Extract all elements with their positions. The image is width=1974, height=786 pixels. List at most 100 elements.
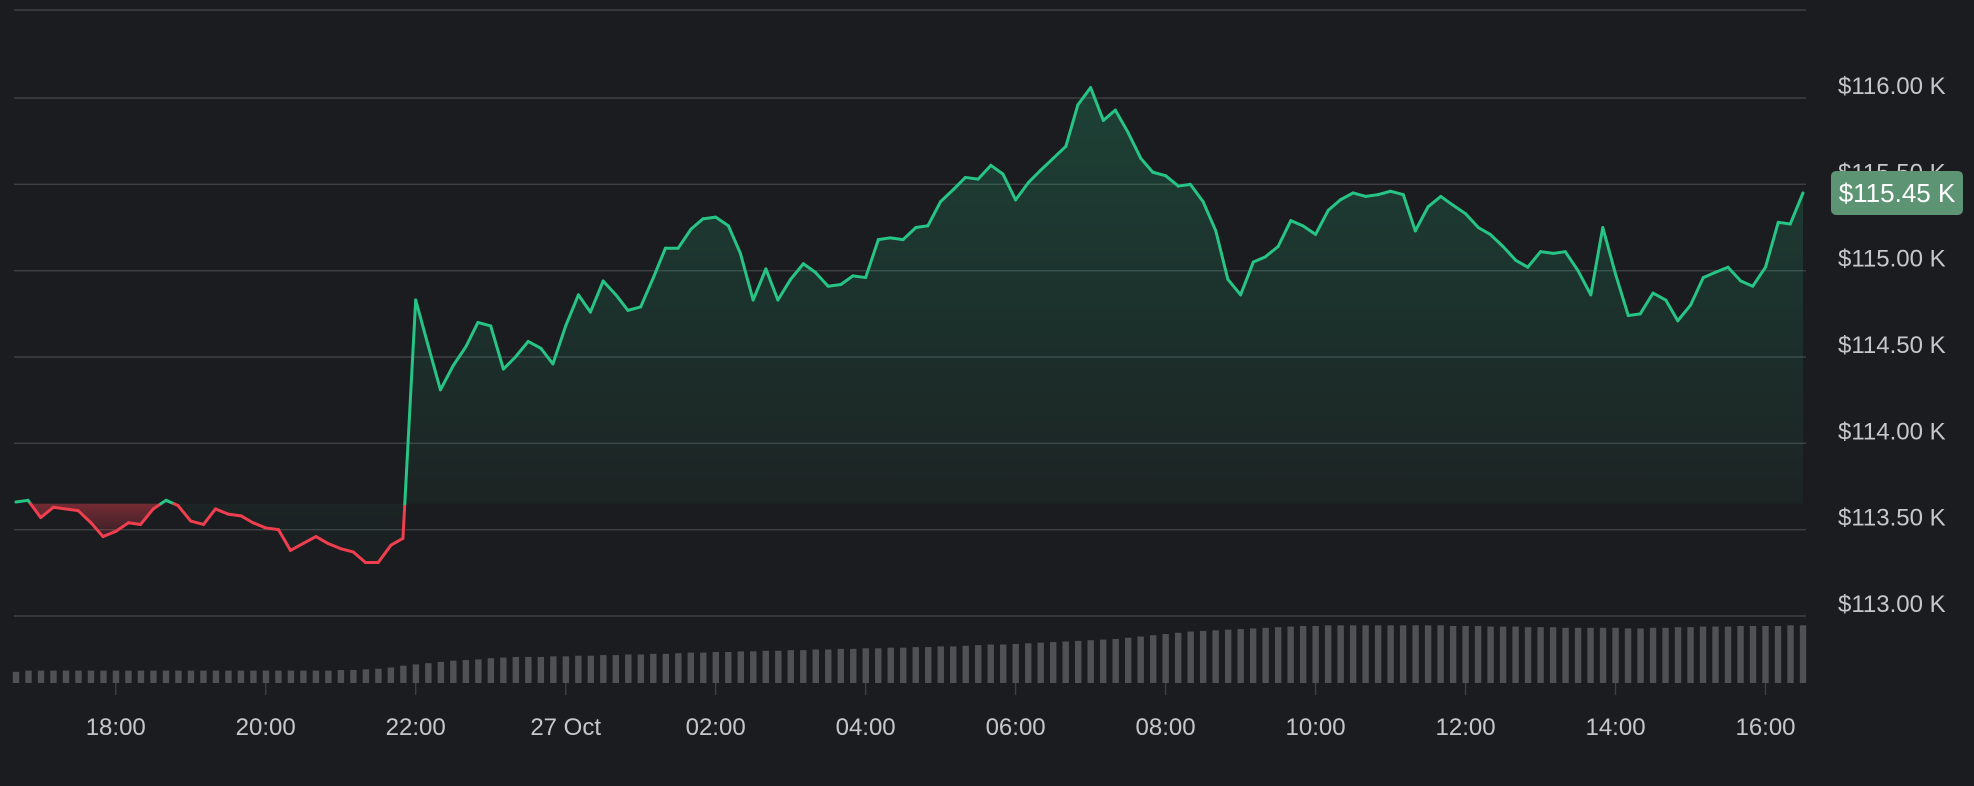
price-line-segment (901, 226, 918, 242)
volume-bar (1199, 630, 1207, 683)
price-line-segment (39, 505, 55, 520)
price-line-segment (1589, 226, 1605, 297)
volume-bar (675, 653, 682, 683)
volume-bar (1087, 640, 1094, 683)
x-tick-label: 06:00 (986, 714, 1046, 741)
x-tick-label: 16:00 (1735, 714, 1795, 741)
volume-bar (1224, 629, 1232, 683)
price-line-segment (1001, 172, 1018, 202)
price-line-segment (539, 346, 555, 366)
price-line-segment (1501, 244, 1518, 262)
price-line-segment (1176, 182, 1192, 188)
volume-bar (1599, 627, 1607, 683)
price-line-segment (138, 507, 155, 526)
price-line-segment (1276, 219, 1293, 248)
volume-bar (1512, 626, 1519, 683)
price-line-segment (414, 298, 430, 349)
price-line-segment (588, 279, 605, 314)
price-line-segment (438, 364, 455, 392)
price-line-segment (1364, 193, 1380, 198)
x-tick-label: 02:00 (686, 714, 746, 741)
volume-bar (1349, 625, 1357, 683)
volume-bar (812, 649, 819, 683)
volume-bar (687, 652, 695, 683)
price-line-segment (251, 521, 268, 530)
price-line-segment (264, 526, 280, 532)
volume-bar (525, 656, 532, 683)
volume-bar (937, 646, 944, 683)
volume-bar (737, 651, 744, 683)
volume-bar (987, 644, 994, 683)
volume-bar (1362, 625, 1369, 683)
price-line-segment (1713, 265, 1730, 274)
volume-bar (287, 670, 295, 683)
volume-bar (1262, 627, 1269, 683)
price-line-segment (689, 217, 705, 231)
volume-bar (362, 669, 370, 683)
price-line-segment (1289, 219, 1305, 228)
volume-bar (375, 668, 382, 683)
volume-bar (1099, 639, 1107, 683)
price-line-segment (276, 528, 292, 552)
current-price-tag-background (1831, 170, 1963, 215)
volume-bar (1662, 627, 1669, 683)
volume-bar (1000, 644, 1007, 683)
volume-bar (1724, 626, 1732, 683)
price-line-segment (1351, 191, 1368, 198)
price-line-segment (1413, 205, 1430, 233)
price-line-segment (976, 163, 993, 181)
volume-bar (925, 647, 932, 683)
price-line-segment (1401, 193, 1417, 233)
volume-bar (87, 670, 95, 683)
volume-bar (887, 647, 894, 683)
price-line-segment (1164, 174, 1180, 188)
volume-bar (1324, 625, 1332, 683)
y-axis-labels: $113.00 K $113.50 K $114.00 K $114.50 K $115… (1838, 73, 1946, 618)
price-line-segment (1014, 181, 1030, 202)
price-line-segment (839, 274, 855, 286)
volume-bar (950, 646, 957, 683)
volume-bar (550, 656, 557, 683)
volume-bar (1274, 627, 1282, 683)
y-tick-label: $116.00 K (1838, 73, 1946, 100)
x-tick-label: 20:00 (236, 714, 296, 741)
price-line-segment (1726, 265, 1743, 283)
price-line-segment (888, 236, 905, 242)
volume-bar (1162, 634, 1169, 683)
price-line-segment (1701, 270, 1717, 280)
price-line-segment (1251, 255, 1267, 264)
current-price-label: $115.45 K (1839, 178, 1956, 208)
price-line-segment (226, 512, 243, 518)
price-line-segment (1776, 220, 1792, 226)
volume-bar (825, 649, 832, 683)
price-line-segment (1464, 212, 1480, 229)
volume-bar (1387, 625, 1394, 683)
volume-bar (212, 670, 220, 683)
price-line-segment (1239, 260, 1255, 297)
volume-bar (1574, 627, 1582, 683)
volume-bar (775, 650, 782, 683)
price-line-segment (726, 224, 742, 255)
volume-bar (487, 658, 495, 683)
volume-bar (1249, 628, 1257, 683)
volume-bar (1075, 640, 1082, 683)
price-line-segment (29, 502, 43, 520)
volume-bar (1587, 627, 1594, 683)
price-line-segment (326, 541, 343, 551)
price-line-segment (876, 236, 892, 242)
price-line-segment (1301, 224, 1318, 236)
price-line-segment (213, 507, 230, 516)
price-line-segment (1614, 272, 1630, 318)
x-tick-label: 04:00 (836, 714, 896, 741)
price-line-segment (1188, 182, 1205, 204)
price-line-segment (764, 267, 780, 302)
volume-bar (1337, 625, 1344, 683)
volume-bar (650, 653, 657, 683)
price-line-segment (914, 224, 930, 229)
price-line-segment (513, 339, 530, 359)
volume-bar (250, 670, 257, 683)
volume-bar (1437, 625, 1444, 683)
price-line-segment (951, 175, 967, 192)
volume-bar (200, 670, 207, 683)
